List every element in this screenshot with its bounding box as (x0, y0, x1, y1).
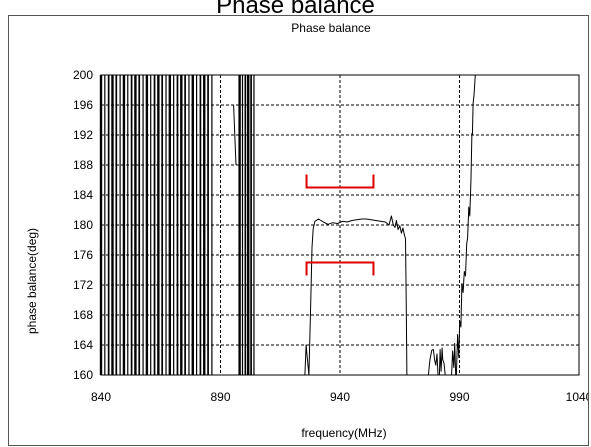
y-tick-label: 184 (73, 188, 93, 202)
y-tick-label: 188 (73, 158, 93, 172)
y-tick-label: 168 (73, 308, 93, 322)
x-tick-label: 940 (330, 390, 350, 404)
x-tick-labels: 840 890 940 990 1040 (91, 390, 588, 404)
series-line (305, 216, 407, 375)
series-layer (234, 75, 476, 375)
y-tick-label: 196 (73, 98, 93, 112)
y-tick-label: 172 (73, 278, 93, 292)
phase-balance-chart: Phase balance 840 890 940 990 1040 160 164 168… (9, 16, 588, 445)
x-tick-label: 1040 (566, 390, 588, 404)
y-tick-label: 192 (73, 128, 93, 142)
x-tick-label: 840 (91, 390, 111, 404)
y-tick-label: 200 (73, 68, 93, 82)
chart-title: Phase balance (291, 21, 371, 35)
x-tick-label: 990 (449, 390, 469, 404)
y-tick-label: 164 (73, 338, 93, 352)
y-tick-label: 160 (73, 368, 93, 382)
y-tick-label: 176 (73, 248, 93, 262)
x-axis-label: frequency(MHz) (301, 426, 386, 440)
chart-frame: Phase balance 840 890 940 990 1040 160 164 168… (8, 15, 589, 446)
x-tick-label: 890 (210, 390, 230, 404)
y-axis-label: phase balance(deg) (25, 228, 39, 334)
grid (101, 75, 579, 375)
y-tick-label: 180 (73, 218, 93, 232)
spec-limit-bracket (307, 263, 374, 276)
y-tick-labels: 160 164 168 172 176 180 184 188 192 196 200 (73, 68, 93, 382)
